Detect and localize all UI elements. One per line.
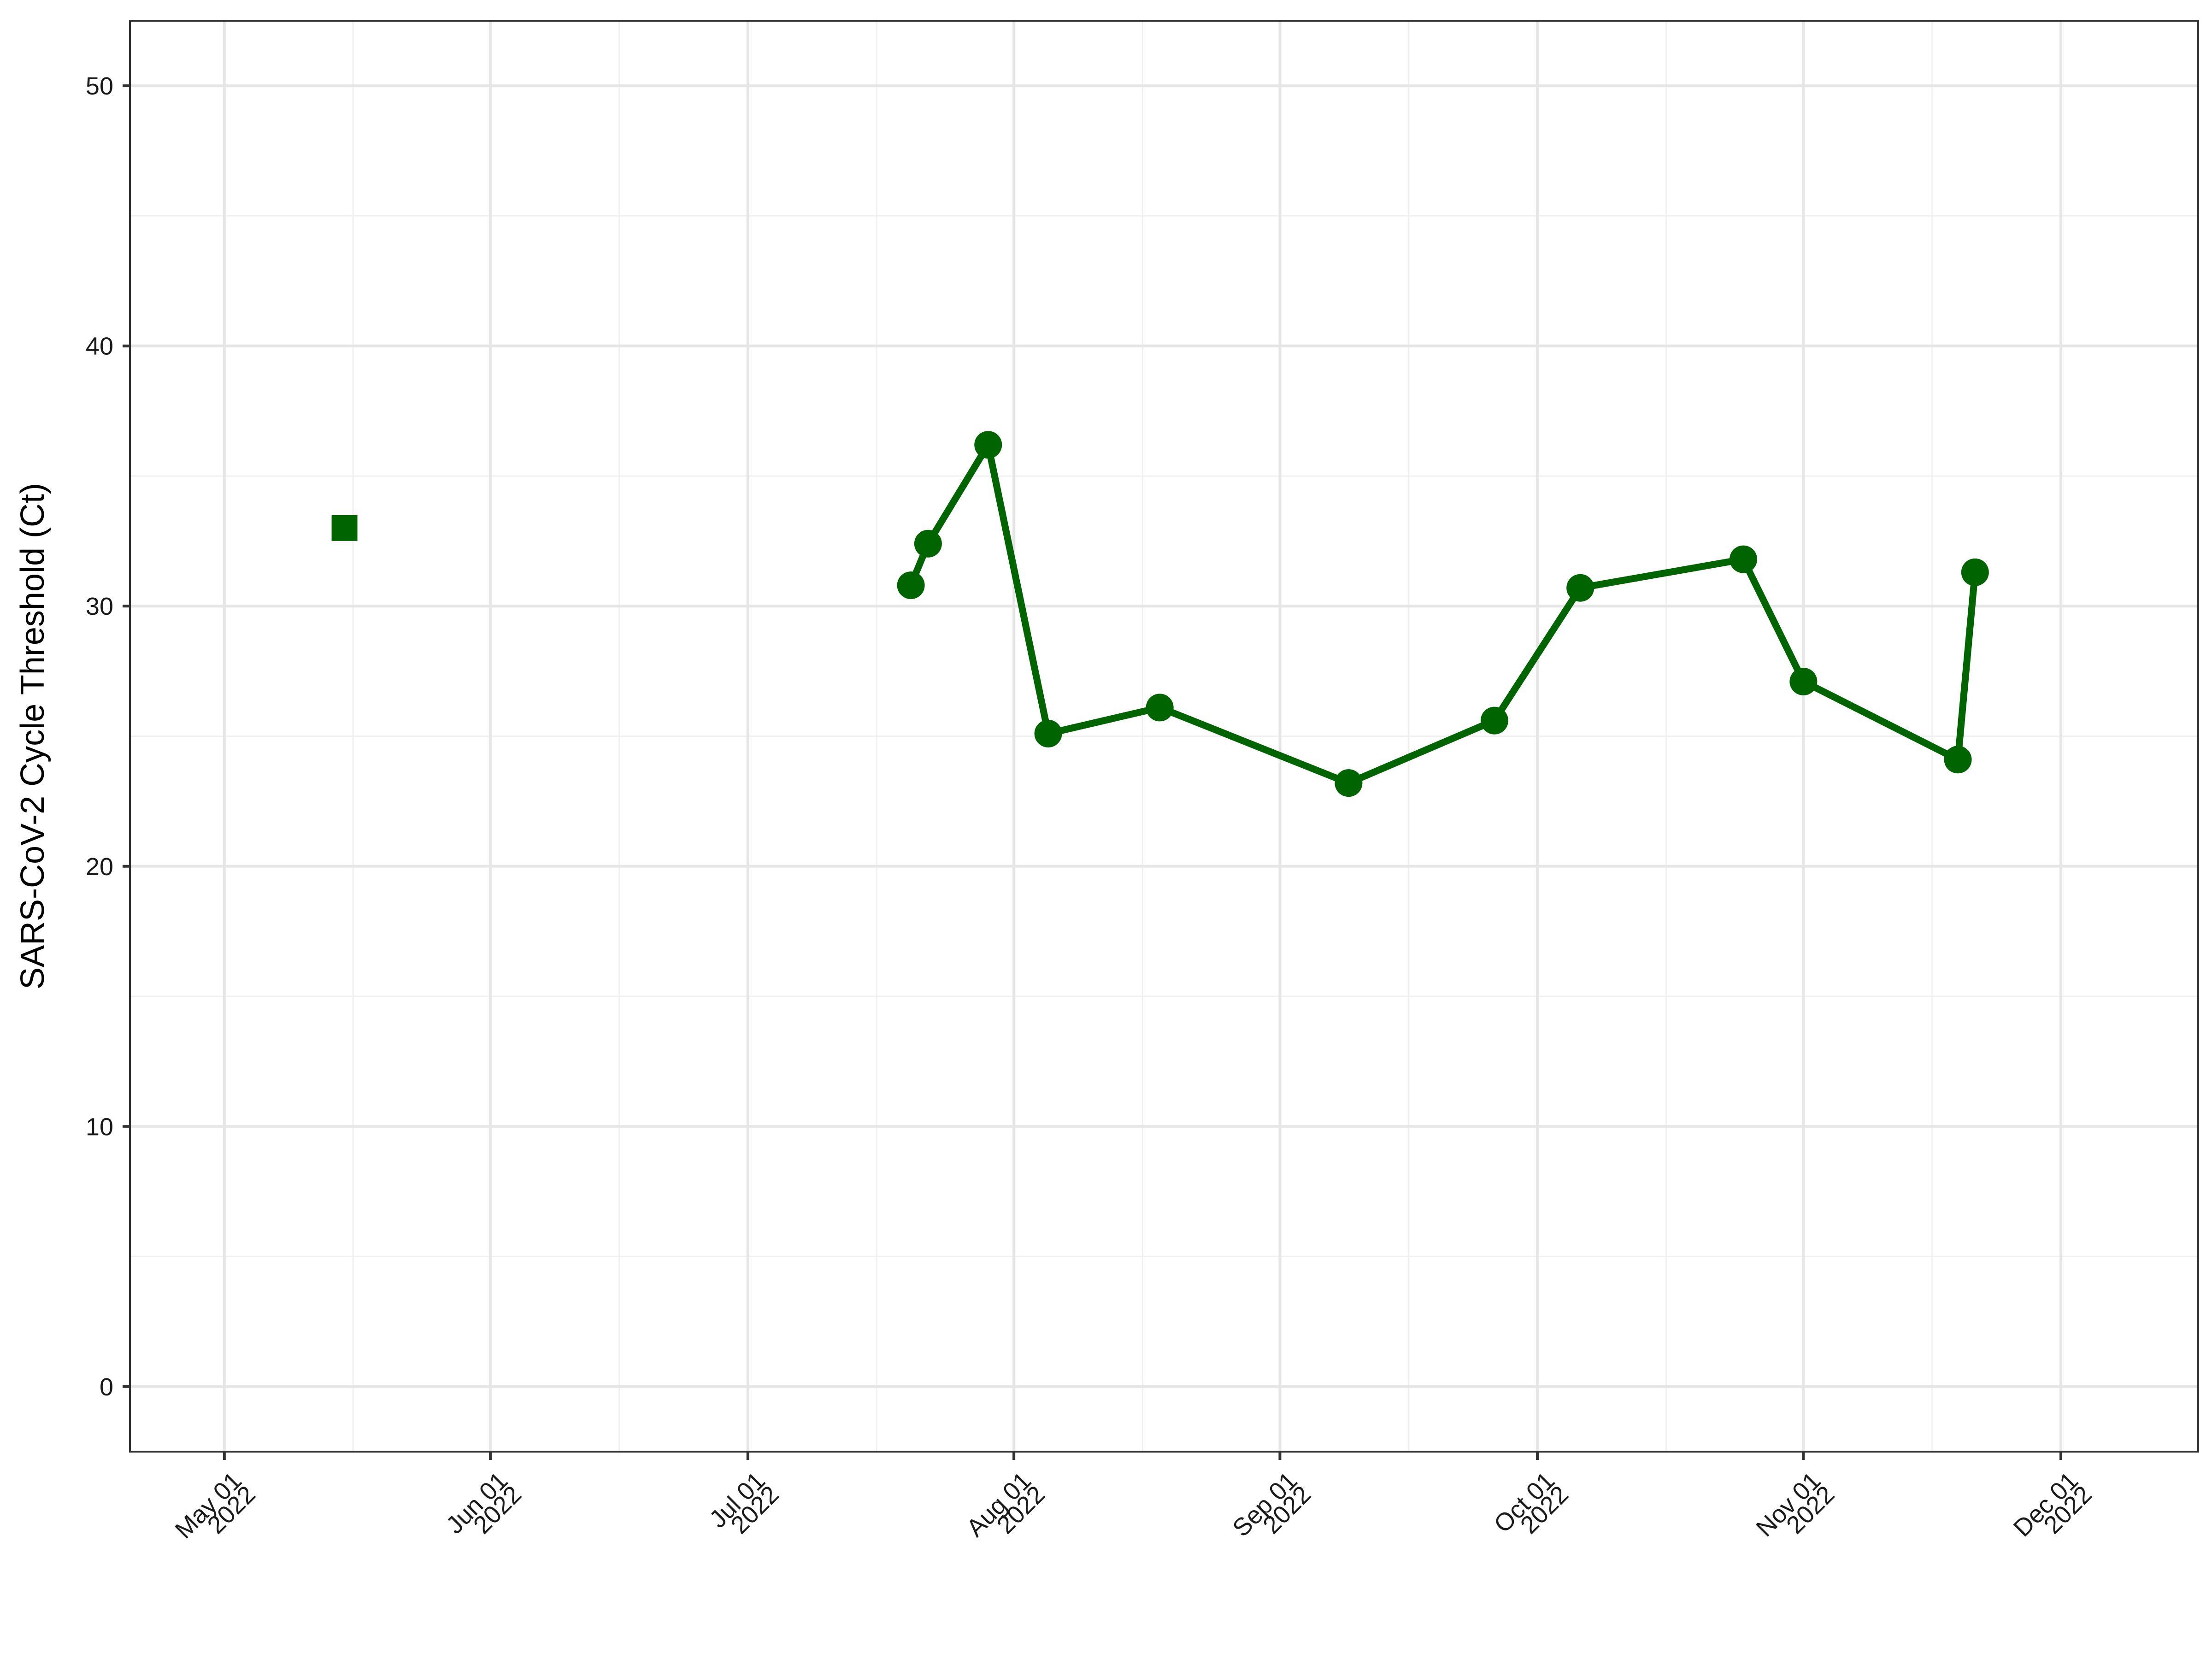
y-tick-label: 30	[86, 593, 113, 620]
y-tick-label: 10	[86, 1113, 113, 1141]
data-point	[1961, 558, 1989, 586]
data-point	[897, 571, 925, 600]
data-point	[1730, 545, 1758, 573]
data-point	[1480, 706, 1508, 735]
major-gridlines	[130, 21, 2198, 1452]
data-point	[1789, 667, 1818, 695]
y-tick-label: 40	[86, 333, 113, 360]
data-point	[914, 529, 942, 558]
data-point	[1944, 746, 1972, 774]
data-point-square	[331, 515, 358, 541]
data-point	[974, 431, 1002, 459]
y-axis: 0 10 20 30 40 50	[86, 72, 130, 1401]
data-point	[1146, 694, 1174, 722]
data-point	[1566, 574, 1594, 602]
y-axis-title: SARS-CoV-2 Cycle Threshold (Ct)	[14, 483, 51, 989]
y-tick-label: 0	[100, 1373, 113, 1401]
data-point	[1335, 769, 1363, 797]
minor-gridlines	[130, 21, 2198, 1452]
plot-panel-border	[129, 20, 2199, 1453]
data-point	[1034, 719, 1062, 747]
y-tick-label: 20	[86, 853, 113, 881]
series-line	[907, 441, 1979, 787]
data-series	[331, 431, 1989, 797]
y-tick-label: 50	[86, 72, 113, 100]
